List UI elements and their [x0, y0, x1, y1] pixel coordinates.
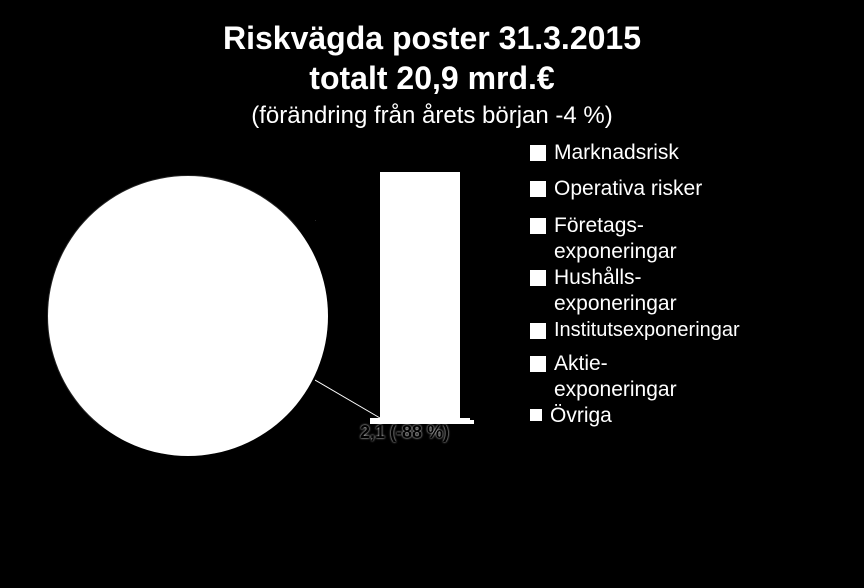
legend-item: Institutsexponeringar — [530, 318, 850, 343]
legend-item: Övriga — [530, 403, 850, 429]
chart-area: 2,1 (-88 %) Marknadsrisk Operativa riske… — [0, 140, 864, 560]
title-line-1: Riskvägda poster 31.3.2015 — [0, 18, 864, 58]
legend-label: Marknadsrisk — [554, 140, 679, 166]
legend-label: Operativa risker — [554, 176, 702, 202]
legend-item: Marknadsrisk — [530, 140, 850, 166]
legend-label: Företags- exponeringar — [554, 213, 677, 266]
legend-swatch — [530, 356, 546, 372]
breakout-bar-fill — [380, 172, 460, 418]
title-subtitle: (förändring från årets början -4 %) — [0, 102, 864, 130]
pie-chart — [48, 176, 328, 456]
legend-item: Operativa risker — [530, 176, 850, 202]
legend-label: Övriga — [550, 403, 612, 429]
breakout-bar-label: 2,1 (-88 %) — [360, 422, 449, 443]
legend: Marknadsrisk Operativa risker Företags- … — [530, 140, 850, 437]
legend-label: Institutsexponeringar — [554, 318, 740, 343]
legend-swatch — [530, 270, 546, 286]
legend-label: Aktie- exponeringar — [554, 351, 677, 404]
title-line-2: totalt 20,9 mrd.€ — [0, 58, 864, 98]
legend-swatch — [530, 409, 542, 421]
legend-swatch — [530, 145, 546, 161]
legend-swatch — [530, 323, 546, 339]
breakout-bar — [380, 172, 460, 418]
pie-circle — [48, 176, 328, 456]
legend-item: Hushålls- exponeringar — [530, 265, 850, 318]
legend-label: Hushålls- exponeringar — [554, 265, 677, 318]
legend-item: Aktie- exponeringar — [530, 351, 850, 404]
legend-item: Företags- exponeringar — [530, 213, 850, 266]
legend-swatch — [530, 218, 546, 234]
legend-swatch — [530, 181, 546, 197]
chart-title-block: Riskvägda poster 31.3.2015 totalt 20,9 m… — [0, 0, 864, 130]
